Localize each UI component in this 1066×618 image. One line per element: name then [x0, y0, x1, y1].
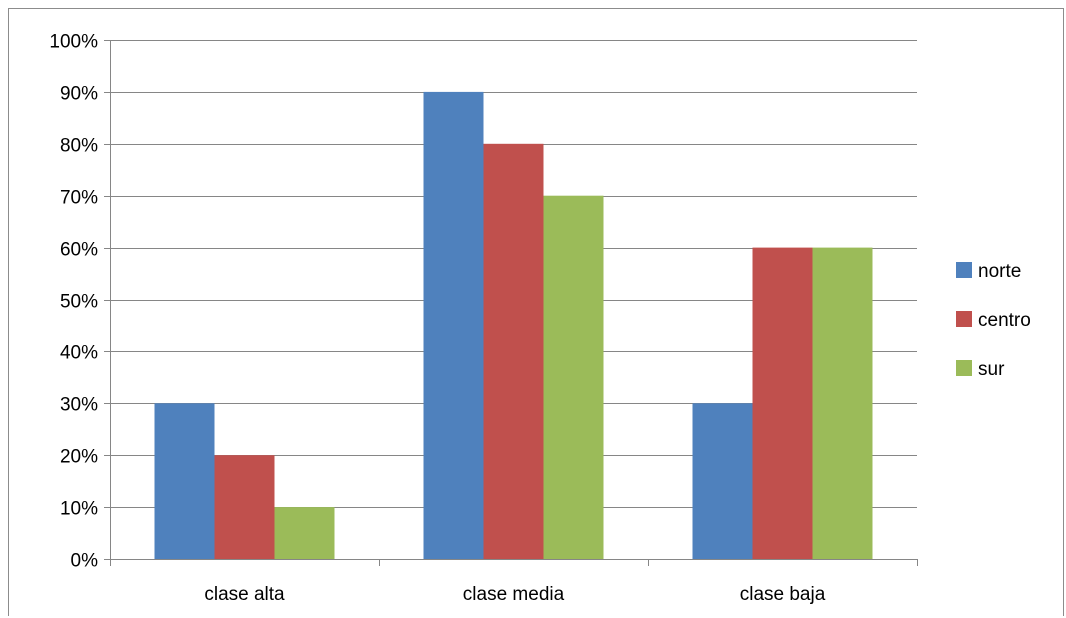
bars [154, 91, 873, 560]
y-tick-label: 10% [60, 499, 98, 520]
x-tick-label: clase alta [204, 584, 285, 605]
bar-sur-clase-media [543, 195, 604, 559]
legend-swatch-norte [956, 262, 972, 278]
x-axis-tick-labels: clase alta clase media clase baja [204, 584, 825, 605]
legend: norte centro sur [956, 261, 1031, 380]
y-tick-label: 0% [71, 551, 99, 572]
bar-sur-clase-alta [274, 507, 335, 559]
legend-swatch-centro [956, 311, 972, 327]
legend-label-centro: centro [978, 310, 1031, 331]
y-tick-label: 100% [49, 32, 98, 53]
bar-centro-clase-baja [752, 247, 813, 559]
bar-centro-clase-alta [214, 455, 275, 559]
y-tick-label: 80% [60, 136, 98, 157]
x-tick-label: clase media [463, 584, 565, 605]
x-tick-label: clase baja [740, 584, 826, 605]
bar-centro-clase-media [483, 143, 544, 560]
bar-norte-clase-baja [692, 403, 753, 559]
bar-norte-clase-alta [154, 403, 215, 559]
bar-norte-clase-media [423, 91, 484, 560]
legend-label-sur: sur [978, 359, 1005, 380]
y-tick-label: 90% [60, 84, 98, 105]
bar-sur-clase-baja [812, 247, 873, 559]
axes [104, 40, 918, 566]
y-tick-label: 20% [60, 447, 98, 468]
y-axis-tick-labels: 0% 10% 20% 30% 40% 50% 60% 70% 80% 90% 100% [49, 32, 98, 572]
y-tick-label: 50% [60, 292, 98, 313]
legend-label-norte: norte [978, 261, 1021, 282]
y-tick-label: 40% [60, 343, 98, 364]
legend-swatch-sur [956, 360, 972, 376]
y-tick-label: 70% [60, 188, 98, 209]
y-tick-label: 60% [60, 240, 98, 261]
y-tick-label: 30% [60, 395, 98, 416]
